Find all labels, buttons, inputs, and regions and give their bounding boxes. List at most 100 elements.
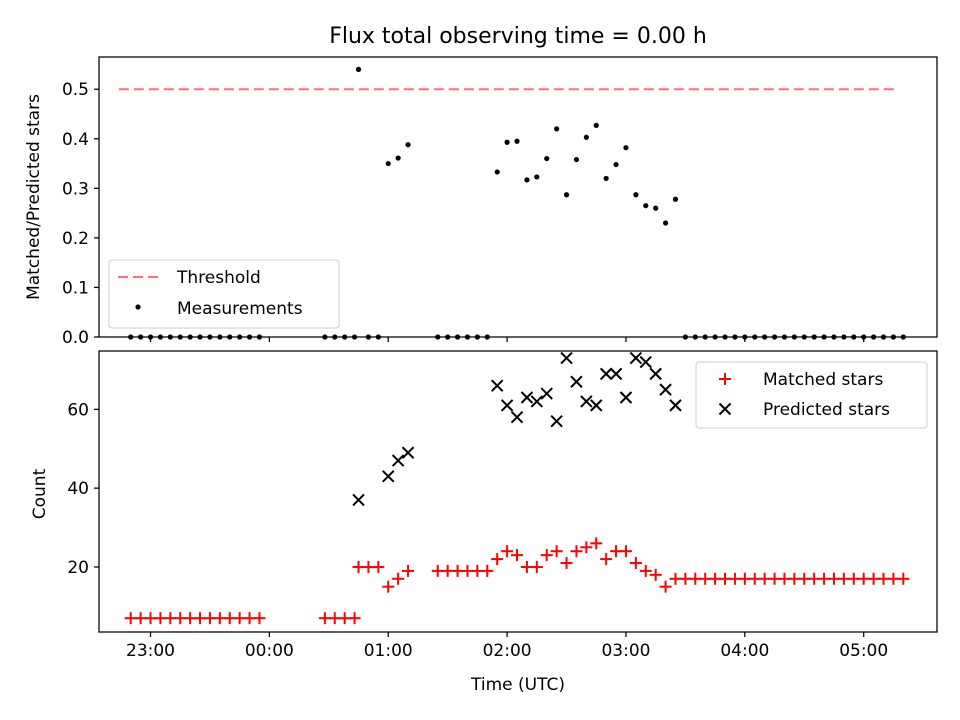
- measurement-point: [207, 334, 213, 340]
- measurement-point: [821, 334, 827, 340]
- ratio-plot-frame: [98, 56, 938, 338]
- measurement-point: [861, 334, 867, 340]
- predicted-star-point: [510, 411, 524, 424]
- matched-star-point: [511, 549, 524, 562]
- x-tick-label: 02:00: [483, 641, 532, 661]
- measurement-point: [603, 175, 609, 182]
- predicted-star-point: [649, 367, 662, 381]
- chart-title: Flux total observing time = 0.00 h: [329, 24, 707, 49]
- count-panel: 20 40 60 23:00 00:00 01:00 02:00 03:00 04:00 05:…: [30, 350, 938, 695]
- measurement-point: [554, 126, 560, 132]
- measurement-point: [851, 334, 857, 340]
- measurement-point: [405, 142, 411, 148]
- legend-matched-marker: [719, 373, 731, 385]
- matched-star-point: [253, 612, 266, 625]
- matched-star-point: [550, 545, 563, 558]
- measurement-point: [593, 122, 599, 128]
- measurement-point: [355, 66, 362, 72]
- count-y-axis: 20 40 60: [67, 400, 99, 578]
- measurement-point: [633, 192, 639, 198]
- measurement-point: [128, 334, 134, 340]
- measurement-point: [662, 220, 669, 226]
- measurement-point: [811, 334, 817, 340]
- measurement-point: [544, 155, 550, 162]
- measurement-point: [801, 334, 807, 340]
- measurement-point: [504, 139, 510, 145]
- x-tick-label: 05:00: [839, 641, 888, 661]
- measurement-point: [395, 155, 401, 161]
- measurement-point: [256, 334, 263, 340]
- measurement-point: [435, 334, 441, 340]
- predicted-star-point: [609, 367, 623, 381]
- measurement-point: [762, 334, 768, 340]
- matched-star-point: [560, 557, 573, 570]
- count-y-axis-label: Count: [30, 468, 50, 519]
- measurement-point: [365, 334, 372, 340]
- predicted-star-point: [590, 399, 603, 412]
- measurement-point: [484, 334, 490, 340]
- measurement-point: [880, 334, 887, 340]
- count-y-tick-label: 40: [67, 479, 89, 499]
- legend-measurements-label: Measurements: [177, 299, 303, 319]
- measurement-point: [831, 334, 837, 340]
- matched-star-point: [619, 545, 632, 558]
- matched-star-point: [402, 564, 415, 577]
- measurement-point: [712, 334, 718, 340]
- legend-predicted-swatch: [718, 402, 732, 416]
- predicted-star-point: [580, 395, 593, 408]
- measurement-point: [722, 334, 728, 340]
- measurement-point: [623, 145, 629, 151]
- ratio-y-tick-label: 0.0: [62, 328, 89, 348]
- measurement-point: [474, 334, 480, 340]
- measurement-point: [227, 334, 233, 340]
- matched-star-point: [372, 560, 385, 573]
- predicted-star-point: [530, 395, 544, 408]
- matched-star-point: [659, 580, 672, 593]
- matched-star-point: [481, 564, 494, 577]
- x-tick-label: 00:00: [245, 641, 294, 661]
- ratio-y-tick-label: 0.2: [62, 229, 89, 249]
- x-tick-label: 03:00: [601, 641, 650, 661]
- predicted-star-point: [619, 391, 633, 404]
- legend-matched-label: Matched stars: [763, 370, 883, 390]
- measurement-point: [524, 177, 530, 183]
- ratio-y-axis: 0.0 0.1 0.2 0.3 0.4 0.5: [62, 80, 99, 348]
- predicted-star-point: [490, 379, 504, 392]
- measurement-point: [702, 334, 708, 340]
- measurement-point: [177, 334, 183, 340]
- measurement-point: [900, 334, 906, 340]
- x-tick-label: 04:00: [720, 641, 769, 661]
- legend-measurements-swatch: [135, 304, 141, 310]
- measurement-point: [752, 334, 758, 340]
- predicted-star-point: [560, 351, 573, 365]
- measurement-point: [841, 334, 847, 340]
- matched-star-point: [600, 553, 613, 566]
- measurement-point: [375, 334, 381, 340]
- count-y-tick-label: 60: [67, 400, 89, 420]
- matched-star-point: [580, 541, 593, 554]
- measurement-point: [791, 334, 797, 340]
- measurement-point: [342, 334, 348, 340]
- measurement-point: [454, 334, 461, 340]
- measurement-point: [613, 161, 619, 168]
- measurement-point: [573, 156, 580, 163]
- matched-star-point: [348, 612, 361, 625]
- measurement-point: [147, 334, 154, 340]
- measurement-point: [781, 334, 788, 340]
- measurement-point: [322, 334, 328, 340]
- legend-threshold-label: Threshold: [176, 268, 261, 288]
- predicted-star-point: [540, 387, 553, 400]
- measurement-point: [563, 192, 570, 198]
- predicted-star-point: [659, 383, 672, 396]
- measurement-point: [167, 334, 173, 340]
- matched-star-point: [530, 560, 543, 573]
- ratio-y-tick-label: 0.1: [62, 278, 89, 298]
- matched-star-point: [382, 580, 395, 593]
- predicted-star-point: [570, 375, 583, 388]
- count-plot-frame: [98, 350, 938, 633]
- measurement-point: [246, 334, 253, 340]
- ratio-y-axis-label: Matched/Predicted stars: [24, 94, 44, 300]
- measurement-point: [464, 334, 471, 340]
- measurement-point: [351, 334, 358, 340]
